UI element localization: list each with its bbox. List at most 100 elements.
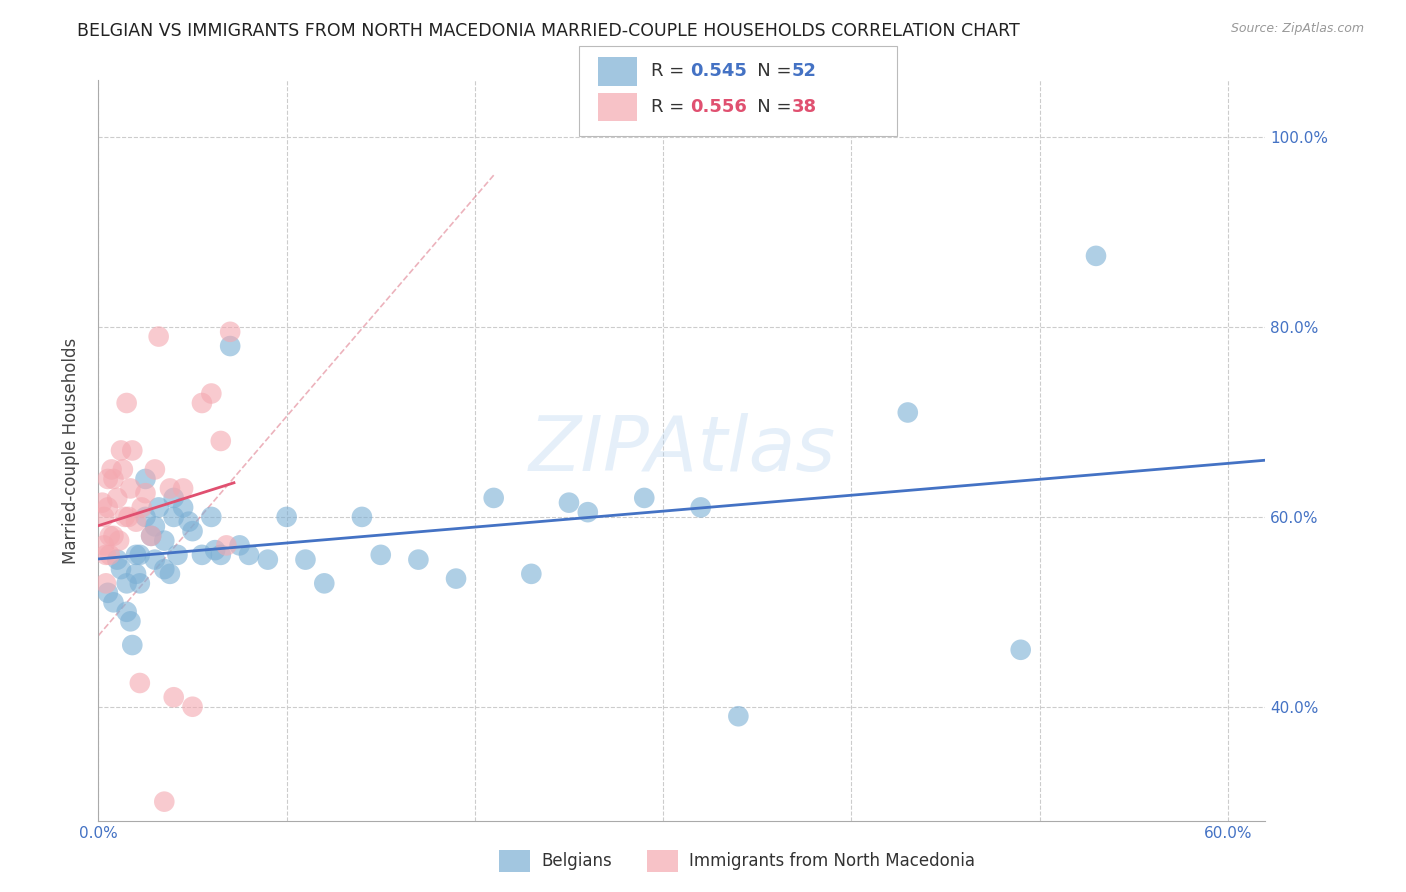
Point	[153, 533, 176, 548]
Point	[115, 605, 138, 619]
Point	[689, 500, 711, 515]
Point	[134, 509, 156, 524]
Point	[191, 396, 214, 410]
Point	[98, 548, 121, 562]
Point	[633, 491, 655, 505]
Text: N =: N =	[740, 98, 797, 116]
Point	[110, 443, 132, 458]
Point	[93, 538, 115, 552]
Point	[117, 509, 139, 524]
Point	[408, 552, 430, 566]
Point	[108, 533, 131, 548]
Text: BELGIAN VS IMMIGRANTS FROM NORTH MACEDONIA MARRIED-COUPLE HOUSEHOLDS CORRELATION: BELGIAN VS IMMIGRANTS FROM NORTH MACEDON…	[77, 22, 1021, 40]
Point	[103, 529, 125, 543]
Point	[219, 325, 242, 339]
Point	[121, 638, 143, 652]
Text: 0.545: 0.545	[690, 62, 747, 80]
Point	[94, 576, 117, 591]
Point	[215, 538, 238, 552]
Point	[163, 690, 186, 705]
Point	[172, 482, 194, 496]
Point	[520, 566, 543, 581]
Point	[181, 524, 204, 538]
Point	[350, 509, 373, 524]
Point	[115, 396, 138, 410]
Point	[314, 576, 336, 591]
Point	[159, 482, 181, 496]
Text: 0.556: 0.556	[690, 98, 747, 116]
Point	[110, 562, 132, 576]
Point	[125, 566, 148, 581]
Point	[209, 548, 232, 562]
Point	[103, 595, 125, 609]
Point	[172, 500, 194, 515]
Point	[134, 472, 156, 486]
Point	[97, 586, 120, 600]
Point	[98, 529, 121, 543]
Point	[1010, 642, 1032, 657]
Text: Source: ZipAtlas.com: Source: ZipAtlas.com	[1230, 22, 1364, 36]
Point	[105, 491, 128, 505]
Point	[139, 529, 162, 543]
Text: Belgians: Belgians	[541, 852, 612, 871]
Point	[200, 509, 222, 524]
Point	[97, 472, 120, 486]
Text: Immigrants from North Macedonia: Immigrants from North Macedonia	[689, 852, 974, 871]
Text: ZIPAtlas: ZIPAtlas	[529, 414, 835, 487]
Point	[120, 482, 142, 496]
Point	[200, 386, 222, 401]
Point	[444, 572, 467, 586]
Point	[276, 509, 298, 524]
Point	[125, 515, 148, 529]
Point	[191, 548, 214, 562]
Point	[228, 538, 250, 552]
Point	[163, 491, 186, 505]
Point	[143, 462, 166, 476]
Point	[93, 509, 115, 524]
Text: 52: 52	[792, 62, 817, 80]
Point	[121, 443, 143, 458]
Point	[209, 434, 232, 448]
Point	[131, 500, 153, 515]
Point	[482, 491, 505, 505]
Point	[103, 472, 125, 486]
Point	[128, 676, 150, 690]
Point	[148, 329, 170, 343]
Point	[558, 496, 581, 510]
Text: 38: 38	[792, 98, 817, 116]
Point	[181, 699, 204, 714]
Point	[97, 500, 120, 515]
Point	[370, 548, 392, 562]
Point	[153, 562, 176, 576]
Point	[139, 529, 162, 543]
Point	[576, 505, 599, 519]
Point	[238, 548, 260, 562]
Point	[163, 509, 186, 524]
Point	[177, 515, 200, 529]
Point	[727, 709, 749, 723]
Point	[100, 462, 122, 476]
Point	[115, 576, 138, 591]
Point	[120, 615, 142, 629]
Point	[91, 496, 114, 510]
Point	[256, 552, 278, 566]
Point	[148, 500, 170, 515]
Point	[128, 548, 150, 562]
Point	[94, 548, 117, 562]
Point	[128, 576, 150, 591]
Point	[105, 552, 128, 566]
Point	[114, 509, 136, 524]
Point	[166, 548, 188, 562]
Text: R =: R =	[651, 62, 690, 80]
Text: N =: N =	[740, 62, 797, 80]
Point	[143, 519, 166, 533]
Point	[153, 795, 176, 809]
Point	[219, 339, 242, 353]
Y-axis label: Married-couple Households: Married-couple Households	[62, 337, 80, 564]
Point	[1085, 249, 1108, 263]
Point	[897, 405, 920, 419]
Text: R =: R =	[651, 98, 690, 116]
Point	[294, 552, 316, 566]
Point	[204, 543, 226, 558]
Point	[159, 566, 181, 581]
